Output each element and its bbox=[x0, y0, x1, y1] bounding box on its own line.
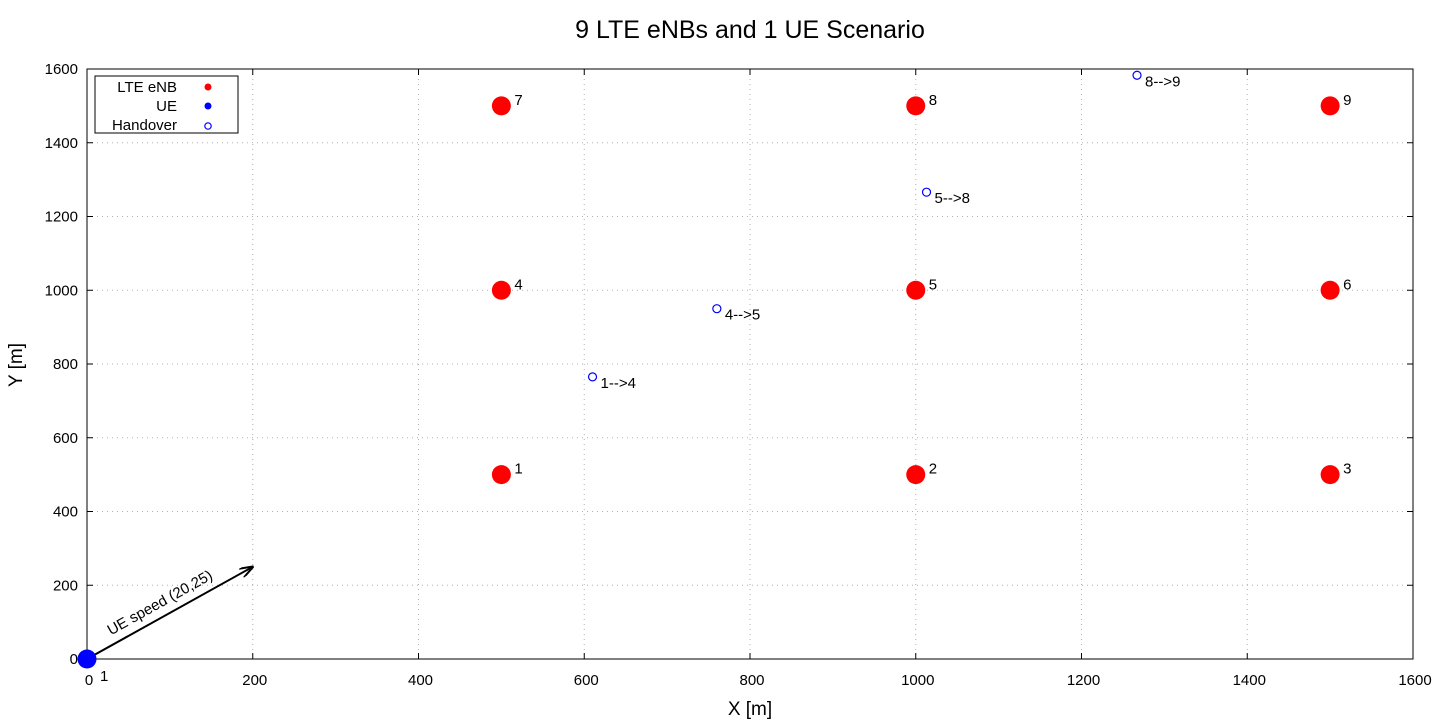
handover-point bbox=[587, 372, 598, 382]
chart-title: 9 LTE eNBs and 1 UE Scenario bbox=[575, 16, 925, 44]
plot-frame bbox=[86, 68, 1414, 660]
legend-marker bbox=[204, 83, 212, 91]
handover-point-label: 5-->8 bbox=[935, 190, 970, 207]
lte-enb-point-label: 4 bbox=[514, 276, 522, 293]
x-tick-label: 600 bbox=[574, 672, 599, 689]
y-tick-label: 600 bbox=[53, 430, 78, 447]
y-axis-label: Y [m] bbox=[6, 343, 27, 387]
x-axis-label: X [m] bbox=[728, 699, 772, 720]
x-tick-label: 1600 bbox=[1398, 672, 1431, 689]
x-tick-label: 400 bbox=[408, 672, 433, 689]
x-tick-label: 1400 bbox=[1233, 672, 1266, 689]
lte-enb-point bbox=[491, 465, 511, 485]
lte-enb-point bbox=[906, 465, 926, 485]
lte-enb-point-label: 8 bbox=[929, 92, 937, 109]
y-tick-label: 1200 bbox=[45, 209, 78, 226]
annotations: UE speed (20,25) bbox=[86, 567, 253, 660]
y-tick-label: 0 bbox=[70, 651, 78, 668]
y-tick-label: 400 bbox=[53, 504, 78, 521]
lte-enb-point bbox=[491, 96, 511, 116]
lte-enb-point-label: 6 bbox=[1343, 276, 1351, 293]
y-tick-label: 1600 bbox=[45, 61, 78, 78]
x-tick-label: 1000 bbox=[901, 672, 934, 689]
lte-enb-point bbox=[1320, 280, 1340, 300]
lte-enb-point-label: 5 bbox=[929, 276, 937, 293]
legend-entry-label: UE bbox=[156, 98, 177, 115]
lte-enb-point bbox=[1320, 465, 1340, 485]
handover-point-label: 8-->9 bbox=[1145, 73, 1180, 90]
ue-point bbox=[77, 649, 97, 669]
handover-point-label: 1-->4 bbox=[601, 375, 636, 392]
y-tick-label: 800 bbox=[53, 356, 78, 373]
handover-point-label: 4-->5 bbox=[725, 307, 760, 324]
grid-lines bbox=[87, 69, 1413, 659]
y-tick-label: 1400 bbox=[45, 135, 78, 152]
legend-marker bbox=[204, 102, 212, 110]
legend-marker bbox=[204, 122, 212, 130]
y-tick-label: 1000 bbox=[45, 282, 78, 299]
lte-enb-point bbox=[906, 96, 926, 116]
data-points: 1 2 3 4 5 6 7 8 9 1 1-->4 4-->5 5-->8 8-->9 bbox=[77, 70, 1351, 685]
legend-entry-label: Handover bbox=[112, 117, 177, 134]
y-tick-label: 200 bbox=[53, 577, 78, 594]
x-tick-label: 1200 bbox=[1067, 672, 1100, 689]
ue-point-label: 1 bbox=[100, 668, 108, 685]
lte-enb-point bbox=[906, 280, 926, 300]
x-tick-label: 800 bbox=[739, 672, 764, 689]
x-tick-label: 200 bbox=[242, 672, 267, 689]
lte-enb-point bbox=[1320, 96, 1340, 116]
handover-point bbox=[712, 304, 722, 314]
legend-entry-label: LTE eNB bbox=[117, 79, 177, 96]
lte-enb-point-label: 3 bbox=[1343, 461, 1351, 478]
legend: LTE eNB UE Handover bbox=[94, 75, 239, 134]
speed-arrow bbox=[86, 567, 253, 660]
lte-enb-point bbox=[491, 280, 511, 300]
axis-ticks: 0 200 400 600 800 1000 1200 1400 1600 0 200 400 600 8… bbox=[45, 61, 1432, 689]
lte-enb-point-label: 2 bbox=[929, 461, 937, 478]
handover-point bbox=[1132, 70, 1142, 80]
lte-enb-point-label: 1 bbox=[514, 461, 522, 478]
speed-annotation-label: UE speed (20,25) bbox=[104, 567, 215, 639]
handover-point bbox=[921, 187, 932, 197]
lte-enb-point-label: 9 bbox=[1343, 92, 1351, 109]
legend-box bbox=[94, 75, 239, 134]
lte-enb-point-label: 7 bbox=[514, 92, 522, 109]
x-tick-label: 0 bbox=[85, 672, 93, 689]
